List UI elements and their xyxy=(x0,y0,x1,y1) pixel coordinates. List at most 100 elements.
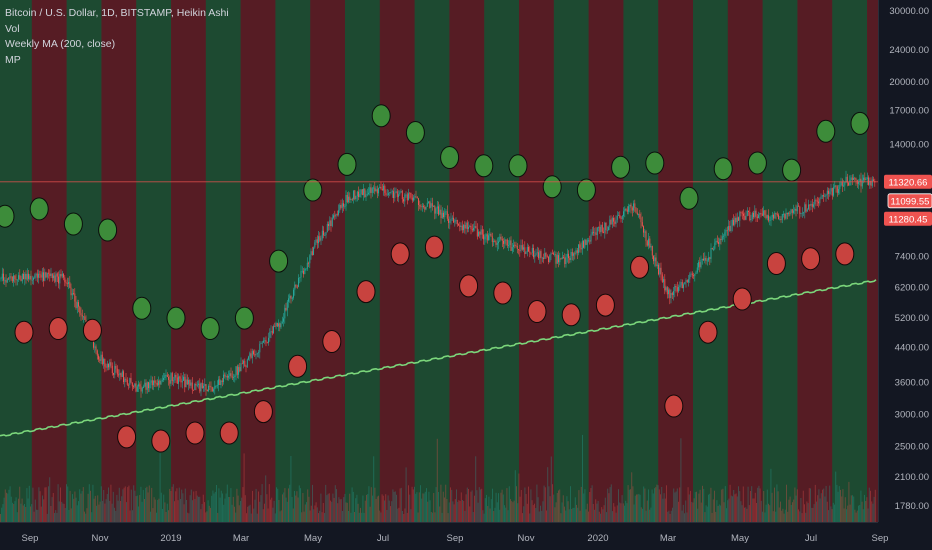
candle-body xyxy=(135,383,137,392)
mp-red-dot[interactable] xyxy=(835,242,855,266)
time-axis[interactable] xyxy=(0,522,932,550)
mp-red-dot[interactable] xyxy=(801,247,821,271)
mp-red-dot[interactable] xyxy=(390,242,410,266)
volume-bar xyxy=(818,489,820,522)
candle-body xyxy=(625,209,627,210)
candle-body xyxy=(775,212,777,214)
volume-bar xyxy=(92,484,94,522)
volume-indicator-label[interactable]: Vol xyxy=(5,22,20,35)
mp-red-dot[interactable] xyxy=(151,429,171,453)
volume-bar xyxy=(448,502,450,522)
mp-red-dot[interactable] xyxy=(459,274,479,298)
mp-red-dot[interactable] xyxy=(219,421,239,445)
mp-green-dot[interactable] xyxy=(303,178,323,202)
mp-green-dot[interactable] xyxy=(0,204,15,228)
mp-green-dot[interactable] xyxy=(782,158,802,182)
candle-body xyxy=(249,353,251,357)
volume-bar xyxy=(111,503,113,522)
volume-bar xyxy=(207,500,209,522)
mp-green-dot[interactable] xyxy=(611,155,631,179)
candle-body xyxy=(404,194,406,202)
volume-bar xyxy=(840,489,841,522)
candle-body xyxy=(63,273,64,278)
mp-red-dot[interactable] xyxy=(561,303,581,327)
volume-bar xyxy=(350,512,352,522)
candle-body xyxy=(213,389,214,392)
mp-red-dot[interactable] xyxy=(424,235,444,259)
volume-bar xyxy=(549,496,551,522)
mp-green-dot[interactable] xyxy=(747,151,767,175)
mp-red-dot[interactable] xyxy=(82,318,102,342)
mp-indicator-label[interactable]: MP xyxy=(5,53,21,66)
mp-green-dot[interactable] xyxy=(29,197,49,221)
candle-body xyxy=(541,257,543,259)
candle-body xyxy=(724,232,726,236)
mp-red-dot[interactable] xyxy=(322,330,342,353)
mp-green-dot[interactable] xyxy=(371,104,391,128)
mp-green-dot[interactable] xyxy=(234,306,254,330)
candle-body xyxy=(451,217,453,219)
candle-body xyxy=(686,280,688,283)
mp-green-dot[interactable] xyxy=(63,212,83,236)
mp-green-dot[interactable] xyxy=(713,157,733,181)
weekly-ma-label[interactable]: Weekly MA (200, close) xyxy=(5,38,116,50)
volume-bar xyxy=(484,498,486,522)
volume-bar xyxy=(758,485,760,522)
volume-bar xyxy=(618,489,619,522)
mp-red-dot[interactable] xyxy=(14,320,34,344)
mp-green-dot[interactable] xyxy=(508,154,528,178)
mp-red-dot[interactable] xyxy=(732,287,752,311)
volume-bar xyxy=(430,512,432,522)
mp-red-dot[interactable] xyxy=(288,354,308,378)
background-stripe xyxy=(66,0,102,522)
mp-red-dot[interactable] xyxy=(698,320,718,344)
candle-body xyxy=(726,229,728,231)
mp-red-dot[interactable] xyxy=(356,280,376,304)
candle-body xyxy=(473,227,474,231)
volume-bar xyxy=(391,501,393,522)
mp-green-dot[interactable] xyxy=(98,218,118,242)
mp-red-dot[interactable] xyxy=(117,425,137,449)
volume-bar xyxy=(196,495,198,522)
mp-green-dot[interactable] xyxy=(850,111,870,135)
candle-body xyxy=(701,258,703,260)
candle-body xyxy=(144,382,146,387)
volume-bar xyxy=(211,495,213,522)
volume-bar xyxy=(666,485,667,522)
mp-red-dot[interactable] xyxy=(527,300,547,323)
volume-bar xyxy=(646,500,648,522)
candle-body xyxy=(273,326,274,334)
mp-red-dot[interactable] xyxy=(630,255,650,279)
mp-green-dot[interactable] xyxy=(679,186,699,210)
mp-red-dot[interactable] xyxy=(493,281,513,305)
volume-bar xyxy=(266,494,268,522)
mp-red-dot[interactable] xyxy=(664,394,684,418)
candle-body xyxy=(311,251,313,256)
mp-red-dot[interactable] xyxy=(48,317,68,340)
mp-green-dot[interactable] xyxy=(474,154,494,178)
volume-bar xyxy=(546,510,547,522)
mp-red-dot[interactable] xyxy=(185,421,205,445)
mp-red-dot[interactable] xyxy=(253,400,273,424)
mp-green-dot[interactable] xyxy=(200,317,220,340)
price-axis[interactable] xyxy=(878,0,932,550)
mp-green-dot[interactable] xyxy=(337,152,357,176)
candle-body xyxy=(843,185,844,187)
volume-bar xyxy=(668,510,670,522)
candle-body xyxy=(195,383,197,386)
mp-green-dot[interactable] xyxy=(542,175,562,199)
mp-red-dot[interactable] xyxy=(766,252,786,275)
candle-body xyxy=(60,274,62,277)
mp-green-dot[interactable] xyxy=(405,121,425,144)
mp-green-dot[interactable] xyxy=(166,306,186,330)
mp-green-dot[interactable] xyxy=(269,249,289,273)
mp-green-dot[interactable] xyxy=(576,178,596,202)
mp-red-dot[interactable] xyxy=(595,293,615,317)
mp-green-dot[interactable] xyxy=(645,151,665,175)
candle-body xyxy=(703,258,704,261)
mp-green-dot[interactable] xyxy=(816,119,836,143)
mp-green-dot[interactable] xyxy=(132,296,152,320)
mp-green-dot[interactable] xyxy=(440,146,460,169)
volume-bar xyxy=(667,511,669,522)
